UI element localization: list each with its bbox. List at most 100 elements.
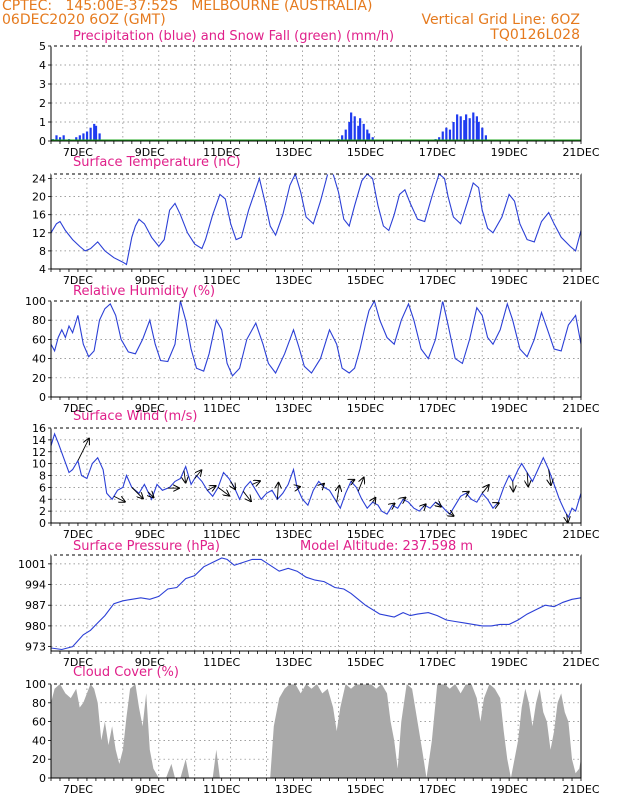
precip-bar [441, 131, 444, 141]
precip-xlabel: 9DEC [135, 146, 165, 159]
precip-bar [371, 137, 374, 141]
temp-frame [50, 173, 582, 270]
cloud-xlabel: 21DEC [562, 783, 599, 796]
wind-arrow [207, 486, 215, 490]
precip-bar [481, 127, 484, 141]
wind-xlabel: 13DEC [275, 528, 312, 541]
temp-ylabel: 8 [39, 245, 46, 258]
cloud-cover-area [51, 684, 581, 778]
precip-bar [359, 118, 362, 141]
temp-panel: 7DEC 9DEC 11DEC 13DEC 15DEC 17DEC 19DEC 21DEC 4 8… [32, 172, 600, 287]
wind-xlabel: 11DEC [203, 528, 240, 541]
precip-bar [353, 116, 356, 141]
temp-xlabel: 7DEC [63, 274, 93, 287]
wind-arrow [351, 480, 354, 482]
temp-ylabel: 20 [32, 191, 46, 204]
wind-arrow [392, 504, 394, 506]
precip-ylabel: 0 [39, 135, 46, 148]
precip-bar [465, 114, 468, 141]
precip-bar [357, 125, 360, 141]
rh-xlabel: 9DEC [135, 402, 165, 415]
precip-bar [78, 135, 81, 141]
temp-ylabel: 4 [39, 263, 46, 276]
cloud-title: Cloud Cover (%) [73, 665, 179, 680]
precip-bar [348, 122, 351, 141]
temp-xlabel: 21DEC [562, 274, 599, 287]
cloud-ylabel: 60 [32, 716, 46, 729]
precip-bar [344, 129, 347, 141]
precip-bar [58, 137, 62, 141]
precip-bar [89, 127, 92, 141]
precip-bar [438, 137, 441, 141]
precip-ylabel: 1 [39, 116, 46, 129]
wind-arrow [567, 514, 568, 522]
cloud-xlabel: 15DEC [347, 783, 384, 796]
rh-ylabel: 100 [25, 295, 46, 308]
precip-bar [75, 137, 78, 141]
precip-bar [475, 116, 478, 141]
temp-xlabel: 19DEC [491, 274, 528, 287]
precip-xlabel: 13DEC [275, 146, 312, 159]
pres-xlabel: 17DEC [419, 656, 456, 669]
wind-arrow [77, 439, 89, 461]
wind-ylabel: 4 [39, 493, 46, 506]
pres-xlabel: 7DEC [63, 656, 93, 669]
pres-xlabel: 19DEC [491, 656, 528, 669]
rh-ylabel: 80 [32, 314, 46, 327]
wind-xlabel: 21DEC [562, 528, 599, 541]
cloud-ylabel: 0 [39, 772, 46, 785]
cloud-xlabel: 11DEC [203, 783, 240, 796]
cloud-ylabel: 100 [25, 678, 46, 691]
precip-bar [452, 122, 455, 141]
rh-xlabel: 13DEC [275, 402, 312, 415]
precip-bar [85, 131, 89, 141]
pres-ylabel: 987 [25, 599, 46, 612]
wind-ylabel: 16 [32, 422, 46, 435]
rh-ylabel: 60 [32, 333, 46, 346]
precip-bar [362, 123, 365, 141]
wind-arrow [322, 484, 324, 486]
precip-bar [55, 135, 58, 141]
precip-bar [477, 122, 480, 141]
cloud-xlabel: 19DEC [491, 783, 528, 796]
pres-panel: 7DEC 9DEC 11DEC 13DEC 15DEC 17DEC 19DEC 21DEC 97… [18, 554, 600, 669]
temp-xlabel: 13DEC [275, 274, 312, 287]
temp-title: Surface Temperature (nC) [73, 155, 241, 170]
cloud-xlabel: 9DEC [135, 783, 165, 796]
rh-xlabel: 11DEC [203, 402, 240, 415]
cloud-ylabel: 80 [32, 697, 46, 710]
wind-arrow [466, 492, 469, 494]
precip-bar [98, 133, 101, 141]
wind-arrow [217, 487, 229, 495]
wind-xlabel: 9DEC [135, 528, 165, 541]
wind-arrow [423, 504, 426, 507]
temp-ylabel: 16 [32, 209, 46, 222]
pres-ylabel: 1001 [18, 558, 46, 571]
precip-bar [94, 125, 98, 141]
wind-ylabel: 8 [39, 470, 46, 483]
precip-xlabel: 7DEC [63, 146, 93, 159]
wind-arrow [357, 478, 364, 492]
wind-arrow [184, 470, 186, 483]
pres-frame [50, 554, 582, 652]
precip-xlabel: 17DEC [419, 146, 456, 159]
precip-bar [350, 112, 353, 141]
temp-ylabel: 24 [32, 173, 46, 186]
precip-frame [50, 45, 582, 142]
pres-ylabel: 994 [25, 579, 46, 592]
rh-line [50, 299, 582, 377]
wind-ylabel: 2 [39, 505, 46, 518]
rh-ylabel: 20 [32, 372, 46, 385]
cloud-ylabel: 40 [32, 734, 46, 747]
wind-arrow [277, 483, 278, 500]
wind-arrow [549, 469, 551, 485]
wind-arrow [337, 486, 340, 503]
temp-xlabel: 9DEC [135, 274, 165, 287]
precip-xlabel: 19DEC [491, 146, 528, 159]
precip-title: Precipitation (blue) and Snow Fall (gree… [73, 29, 395, 44]
precip-ylabel: 5 [39, 40, 46, 53]
rh-xlabel: 7DEC [63, 402, 93, 415]
rh-xlabel: 19DEC [491, 402, 528, 415]
wind-arrow [242, 491, 251, 501]
pres-xlabel: 11DEC [203, 656, 240, 669]
